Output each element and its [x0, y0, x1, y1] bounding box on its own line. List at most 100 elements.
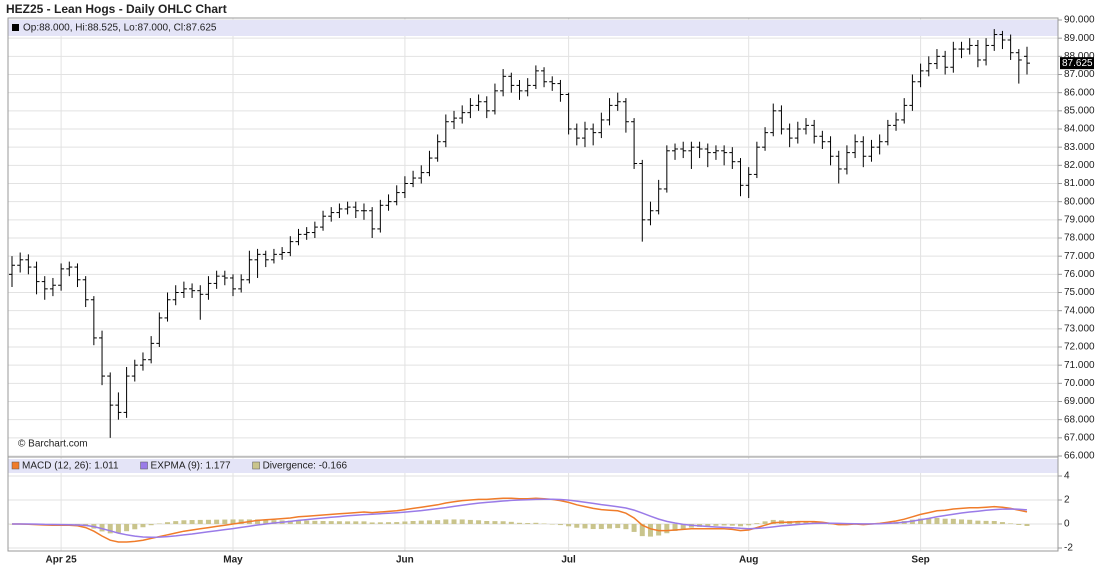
x-tick-label: Aug	[739, 555, 758, 566]
divergence-bar	[574, 524, 580, 528]
divergence-bar	[181, 520, 187, 524]
divergence-bar	[918, 518, 924, 524]
divergence-bar	[394, 522, 400, 524]
divergence-bar	[770, 519, 776, 524]
divergence-bar	[304, 520, 310, 524]
info-strip	[8, 20, 1058, 36]
divergence-bar	[991, 521, 997, 524]
divergence-bar	[328, 521, 334, 524]
indicator-frame	[7, 456, 1059, 552]
divergence-bar	[410, 521, 416, 524]
divergence-bar	[721, 524, 727, 526]
divergence-bar	[418, 520, 424, 524]
divergence-bar	[950, 518, 956, 524]
divergence-bar	[828, 524, 834, 525]
divergence-bar	[647, 524, 653, 537]
divergence-bar	[435, 520, 441, 524]
y-tick-label: 81.000	[1064, 178, 1095, 189]
x-tick-label: May	[223, 555, 243, 566]
divergence-bar	[238, 519, 244, 524]
divergence-bar	[680, 524, 686, 530]
grid	[8, 18, 1062, 551]
divergence-bar	[738, 524, 744, 527]
divergence-bar	[639, 524, 645, 537]
y-tick-label: 69.000	[1064, 396, 1095, 407]
divergence-bar	[590, 524, 596, 530]
divergence-bar	[762, 521, 768, 524]
divergence-bar	[197, 519, 203, 524]
divergence-bar	[549, 524, 555, 525]
divergence-bar	[967, 519, 973, 524]
divergence-bar	[361, 521, 367, 524]
y-tick-label: 90.000	[1064, 15, 1095, 26]
y-tick-label: 66.000	[1064, 451, 1095, 462]
divergence-bar	[263, 519, 269, 524]
x-tick-label: Sep	[911, 555, 929, 566]
divergence-bar	[173, 521, 179, 524]
y-tick-label: 86.000	[1064, 87, 1095, 98]
divergence-bar	[492, 521, 498, 524]
last-price-label: 87.625	[1062, 58, 1093, 69]
divergence-bar	[386, 522, 392, 524]
y-tick-label: 70.000	[1064, 378, 1095, 389]
divergence-bar	[525, 523, 531, 524]
divergence-bar	[1024, 524, 1030, 526]
divergence-bar	[803, 521, 809, 524]
divergence-bar	[107, 524, 113, 534]
divergence-bar	[205, 519, 211, 524]
y-tick-label: 87.000	[1064, 69, 1095, 80]
chart-title: HEZ25 - Lean Hogs - Daily OHLC Chart	[6, 2, 227, 16]
marks	[9, 29, 1030, 543]
divergence-bar	[214, 519, 220, 524]
divergence-bar	[533, 522, 539, 524]
divergence-bar	[353, 521, 359, 524]
y-tick-label: 71.000	[1064, 360, 1095, 371]
divergence-bar	[623, 524, 629, 530]
divergence-bar	[99, 524, 105, 532]
ohlc-info: Op:88.000, Hi:88.525, Lo:87.000, Cl:87.6…	[23, 23, 217, 34]
divergence-bar	[369, 522, 375, 524]
y-tick-label: 85.000	[1064, 105, 1095, 116]
y-tick-label: 75.000	[1064, 287, 1095, 298]
divergence-bar	[443, 519, 449, 524]
divergence-bar	[942, 518, 948, 524]
divergence-bar	[271, 520, 277, 524]
divergence-bar	[312, 520, 318, 524]
y-tick-label: 88.000	[1064, 51, 1095, 62]
divergence-bar	[615, 524, 621, 529]
divergence-bar	[148, 524, 154, 526]
divergence-bar	[467, 519, 473, 524]
divergence-bar	[1008, 523, 1014, 524]
divergence-bar	[189, 520, 195, 524]
divergence-bar	[713, 524, 719, 526]
divergence-bar	[320, 521, 326, 524]
legend-swatch	[252, 461, 260, 470]
divergence-bar	[255, 519, 261, 524]
x-tick-label: Apr 25	[46, 555, 78, 566]
legend-label: MACD (12, 26): 1.011	[22, 461, 119, 472]
legend-label: Divergence: -0.166	[263, 461, 348, 472]
divergence-bar	[222, 519, 228, 524]
divergence-bar	[999, 522, 1005, 524]
y-tick-label: 84.000	[1064, 124, 1095, 135]
divergence-bar	[582, 524, 588, 529]
divergence-bar	[934, 518, 940, 524]
divergence-bar	[656, 524, 662, 536]
divergence-bar	[156, 523, 162, 525]
divergence-bar	[746, 524, 752, 526]
legend-strip	[8, 459, 1058, 473]
divergence-bar	[336, 521, 342, 524]
divergence-bar	[165, 522, 171, 524]
divergence-bar	[754, 523, 760, 524]
y-tick-label: 80.000	[1064, 196, 1095, 207]
divergence-bar	[1016, 524, 1022, 525]
y-tick-label: 2	[1064, 495, 1070, 506]
y-tick-label: 0	[1064, 519, 1070, 530]
divergence-bar	[345, 521, 351, 524]
y-tick-label: 78.000	[1064, 233, 1095, 244]
divergence-bar	[124, 524, 130, 532]
divergence-bar	[975, 520, 981, 524]
credit: © Barchart.com	[18, 439, 88, 450]
